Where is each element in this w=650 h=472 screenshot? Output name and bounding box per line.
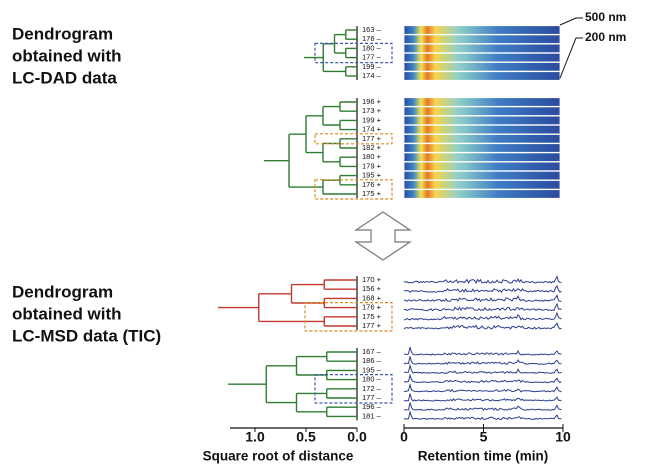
- wavelength-label: 200 nm: [585, 30, 626, 44]
- highlight-box: [314, 133, 393, 145]
- sample-label: 180 +: [362, 152, 382, 161]
- chromatogram-trace: [404, 284, 562, 294]
- chromatogram-trace: [403, 275, 562, 284]
- time-tick-label: 0: [400, 429, 408, 445]
- chromatogram-trace: [403, 382, 562, 393]
- sample-label: 181 –: [362, 411, 382, 420]
- heading: LC-MSD data (TIC): [12, 326, 161, 345]
- chromatogram-trace: [403, 356, 562, 365]
- highlight-box: [314, 179, 393, 200]
- sample-label: 175 +: [362, 189, 382, 198]
- heading: obtained with: [12, 46, 122, 65]
- sample-label: 175 +: [362, 312, 382, 321]
- heatmap-strip: [403, 71, 561, 81]
- sample-label: 179 +: [362, 161, 382, 170]
- chromatogram-trace: [404, 402, 562, 411]
- heatmap-strip: [403, 152, 561, 162]
- sample-label: 177 +: [362, 321, 382, 330]
- sample-label: 177 +: [362, 134, 382, 143]
- chromatogram-trace: [403, 322, 562, 330]
- heatmap-strip: [403, 180, 561, 190]
- chromatogram-trace: [403, 347, 562, 356]
- sample-label: 176 –: [362, 34, 382, 43]
- sample-label: 170 +: [362, 275, 382, 284]
- highlight-box: [314, 42, 393, 64]
- sample-label: 173 +: [362, 106, 382, 115]
- sample-label: 180 –: [362, 375, 382, 384]
- heatmap-strip: [403, 43, 561, 54]
- distance-tick-label: 0.5: [296, 429, 316, 445]
- sample-label: 176 +: [362, 303, 382, 312]
- heatmap-strip: [403, 25, 561, 35]
- sample-label: 195 +: [362, 171, 382, 180]
- chromatogram-trace: [403, 409, 562, 421]
- distance-axis-title: Square root of distance: [203, 449, 354, 464]
- wavelength-leader: [559, 37, 583, 79]
- heading: Dendrogram: [12, 282, 113, 301]
- heatmap-strip: [403, 52, 561, 63]
- sample-label: 156 +: [362, 284, 382, 293]
- distance-tick-label: 0.0: [347, 429, 367, 445]
- sample-label: 174 –: [362, 71, 382, 80]
- sample-label: 196 +: [362, 97, 382, 106]
- time-tick-label: 5: [480, 429, 488, 445]
- chromatogram-trace: [403, 302, 562, 312]
- highlight-box: [304, 302, 393, 332]
- sample-label: 195 –: [362, 365, 382, 374]
- sample-label: 177 –: [362, 53, 382, 62]
- sample-label: 199 –: [362, 62, 382, 71]
- highlight-box: [314, 374, 393, 404]
- chromatogram-trace: [403, 311, 562, 321]
- chromatogram-trace: [403, 393, 562, 402]
- heatmap-strip: [403, 143, 561, 153]
- heading: Dendrogram: [12, 24, 113, 43]
- sample-label: 182 +: [362, 143, 382, 152]
- sample-label: 199 +: [362, 115, 382, 124]
- heatmap-strip: [403, 161, 561, 172]
- wavelength-leader: [559, 17, 583, 26]
- sample-label: 177 –: [362, 393, 382, 402]
- sample-label: 186 –: [362, 356, 382, 365]
- sample-label: 196 –: [362, 402, 382, 411]
- double-arrow: [354, 211, 412, 261]
- wavelength-label: 500 nm: [585, 10, 626, 24]
- heatmap-strip: [403, 34, 561, 44]
- sample-label: 167 –: [362, 347, 382, 356]
- heatmap-strip: [403, 97, 561, 107]
- sample-label: 180 –: [362, 43, 382, 52]
- sample-label: 176 +: [362, 180, 382, 189]
- sample-label: 168 +: [362, 293, 382, 302]
- heading: LC-DAD data: [12, 68, 117, 87]
- heatmap-strip: [403, 189, 561, 199]
- time-axis-title: Retention time (min): [418, 449, 549, 464]
- sample-label: 174 +: [362, 125, 382, 134]
- heatmap-strip: [403, 115, 561, 126]
- chromatogram-trace: [403, 294, 562, 303]
- heatmap-strip: [403, 170, 561, 181]
- chromatogram-trace: [403, 373, 562, 384]
- heatmap-strip: [403, 106, 561, 116]
- heatmap-strip: [403, 124, 561, 135]
- chromatogram-trace: [404, 363, 562, 375]
- sample-label: 163 –: [362, 25, 382, 34]
- distance-tick-label: 1.0: [245, 429, 265, 445]
- heatmap-strip: [403, 62, 561, 72]
- heatmap-strip: [403, 134, 561, 144]
- heading: obtained with: [12, 304, 122, 323]
- time-tick-label: 10: [555, 429, 571, 445]
- sample-label: 172 –: [362, 384, 382, 393]
